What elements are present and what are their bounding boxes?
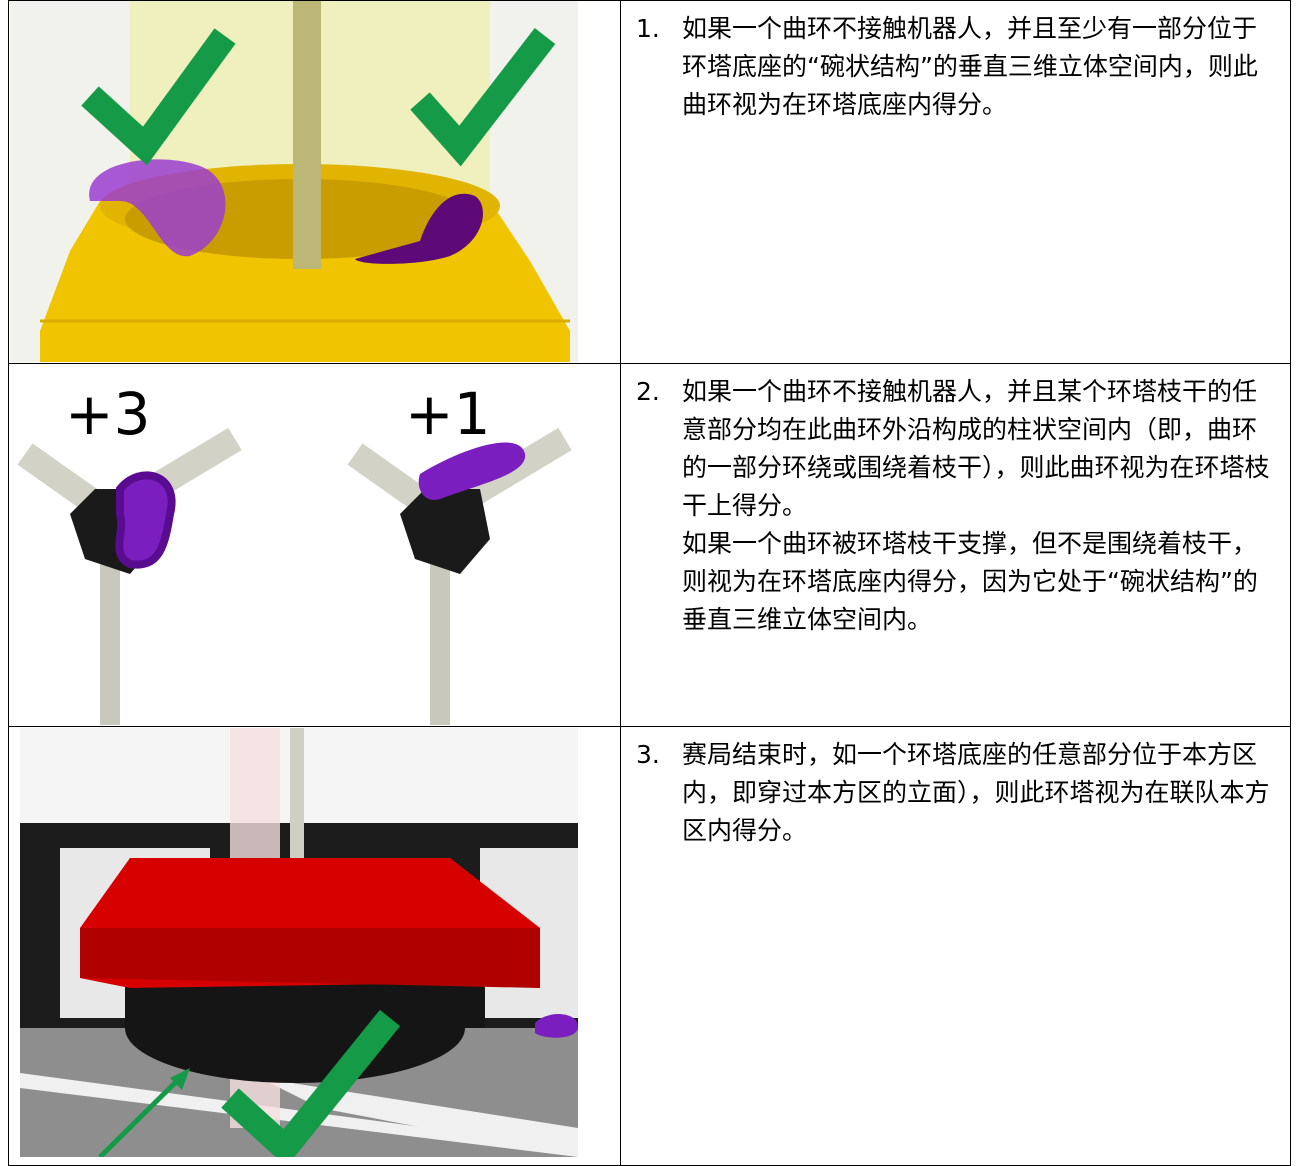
item-number: 3. — [636, 740, 660, 769]
paragraph: 如果一个曲环不接触机器人，并且某个环塔枝干的任意部分均在此曲环外沿构成的柱状空间… — [682, 377, 1270, 520]
illustration — [10, 1, 578, 362]
illustration — [20, 728, 578, 1157]
paragraph: 如果一个曲环不接触机器人，并且至少有一部分位于环塔底座的“碗状结构”的垂直三维立… — [682, 14, 1258, 119]
image-label: +3 — [65, 380, 151, 448]
item-number: 1. — [636, 14, 660, 43]
item: 3. 赛局结束时，如一个环塔底座的任意部分位于本方区内，即穿过本方区的立面），则… — [636, 736, 1276, 850]
illustration: +3 +1 — [10, 364, 578, 725]
item: 2. 如果一个曲环不接触机器人，并且某个环塔枝干的任意部分均在此曲环外沿构成的柱… — [636, 373, 1276, 639]
item-number: 2. — [636, 377, 660, 406]
item: 1. 如果一个曲环不接触机器人，并且至少有一部分位于环塔底座的“碗状结构”的垂直… — [636, 10, 1276, 124]
paragraph: 如果一个曲环被环塔枝干支撑，但不是围绕着枝干，则视为在环塔底座内得分，因为它处于… — [682, 529, 1258, 634]
paragraph: 赛局结束时，如一个环塔底座的任意部分位于本方区内，即穿过本方区的立面），则此环塔… — [682, 740, 1270, 845]
image-label: +1 — [405, 380, 491, 448]
